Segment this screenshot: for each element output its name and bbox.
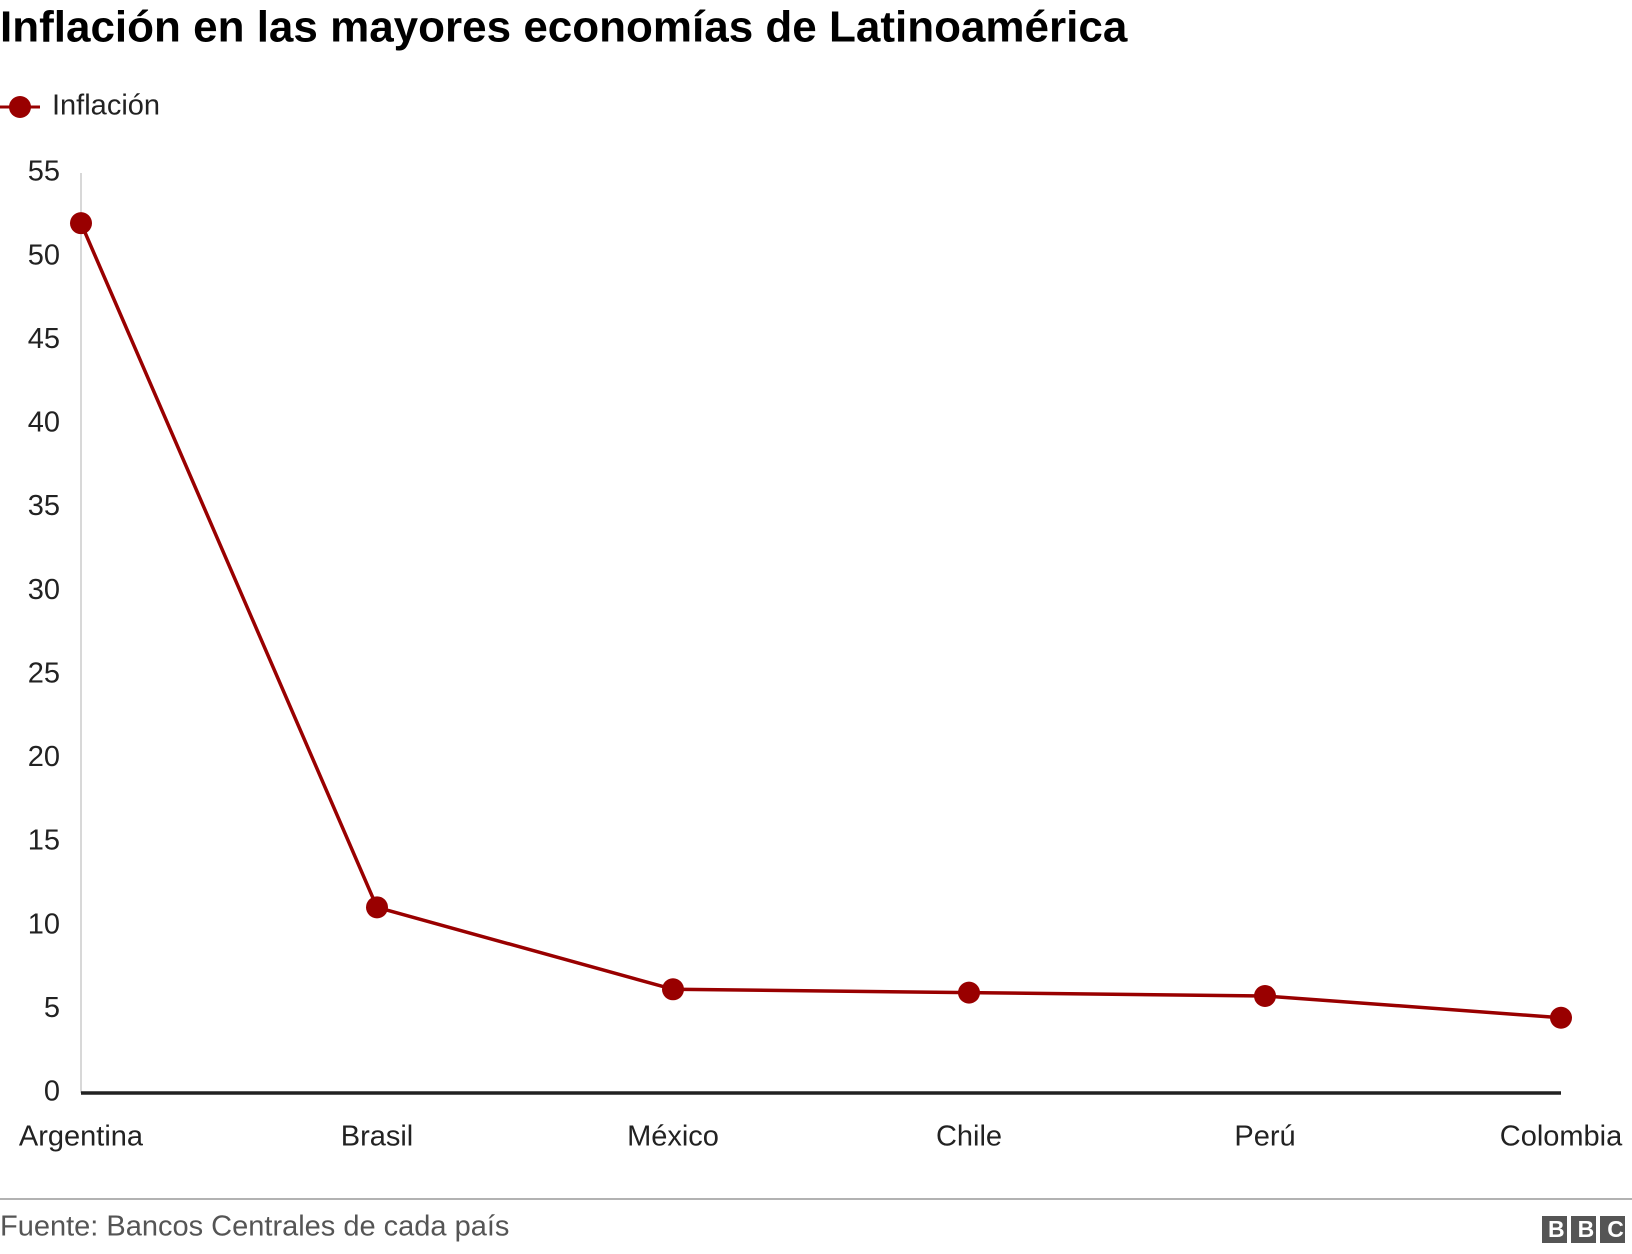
y-tick-label: 5: [44, 992, 60, 1024]
point: [366, 896, 388, 919]
point: [958, 981, 980, 1004]
logo-box: [1542, 1216, 1567, 1243]
x-tick-label: México: [627, 1121, 719, 1153]
x-tick-label: Chile: [936, 1121, 1002, 1153]
y-tick-label: 35: [28, 490, 60, 522]
source: Fuente: Bancos Centrales de cada país: [0, 1211, 509, 1243]
y-tick-label: 20: [28, 741, 60, 773]
logo: BBC: [1542, 1216, 1632, 1243]
x-tick-label: Brasil: [341, 1121, 414, 1153]
point: [1254, 984, 1276, 1007]
logo-box: [1600, 1216, 1625, 1243]
y-tick-label: 10: [28, 908, 60, 940]
point: [70, 212, 92, 235]
series-line: [79, 222, 1562, 1020]
y-tick-label: 40: [28, 407, 60, 439]
y-tick-label: 0: [44, 1076, 60, 1108]
point: [662, 978, 684, 1001]
y-tick-label: 30: [28, 574, 60, 606]
legend-marker: [9, 96, 31, 118]
point: [1550, 1006, 1572, 1029]
x-tick-label: Perú: [1234, 1121, 1295, 1153]
x-tick-label: Argentina: [19, 1121, 144, 1153]
logo-box: [1571, 1216, 1596, 1243]
chart-title: Inflación en las mayores economías de La…: [0, 3, 1128, 52]
y-tick-label: 25: [28, 657, 60, 689]
y-tick-label: 50: [28, 239, 60, 271]
x-tick-label: Colombia: [1500, 1121, 1623, 1153]
y-tick-label: 55: [28, 156, 60, 188]
logo-text: BBC: [1548, 1216, 1632, 1242]
legend-label: Inflación: [52, 90, 160, 122]
y-tick-label: 45: [28, 323, 60, 355]
y-tick-label: 15: [28, 825, 60, 857]
